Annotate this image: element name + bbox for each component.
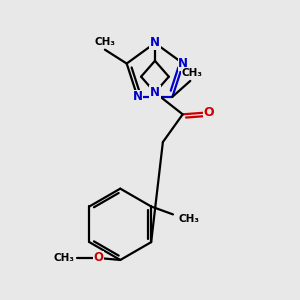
Text: CH₃: CH₃ — [179, 214, 200, 224]
Text: N: N — [133, 90, 142, 103]
Text: O: O — [203, 106, 214, 119]
Text: N: N — [150, 37, 160, 50]
Text: CH₃: CH₃ — [94, 37, 116, 47]
Text: N: N — [178, 57, 188, 70]
Text: CH₃: CH₃ — [54, 253, 75, 263]
Text: N: N — [150, 86, 160, 99]
Text: CH₃: CH₃ — [182, 68, 203, 78]
Text: O: O — [94, 251, 103, 265]
